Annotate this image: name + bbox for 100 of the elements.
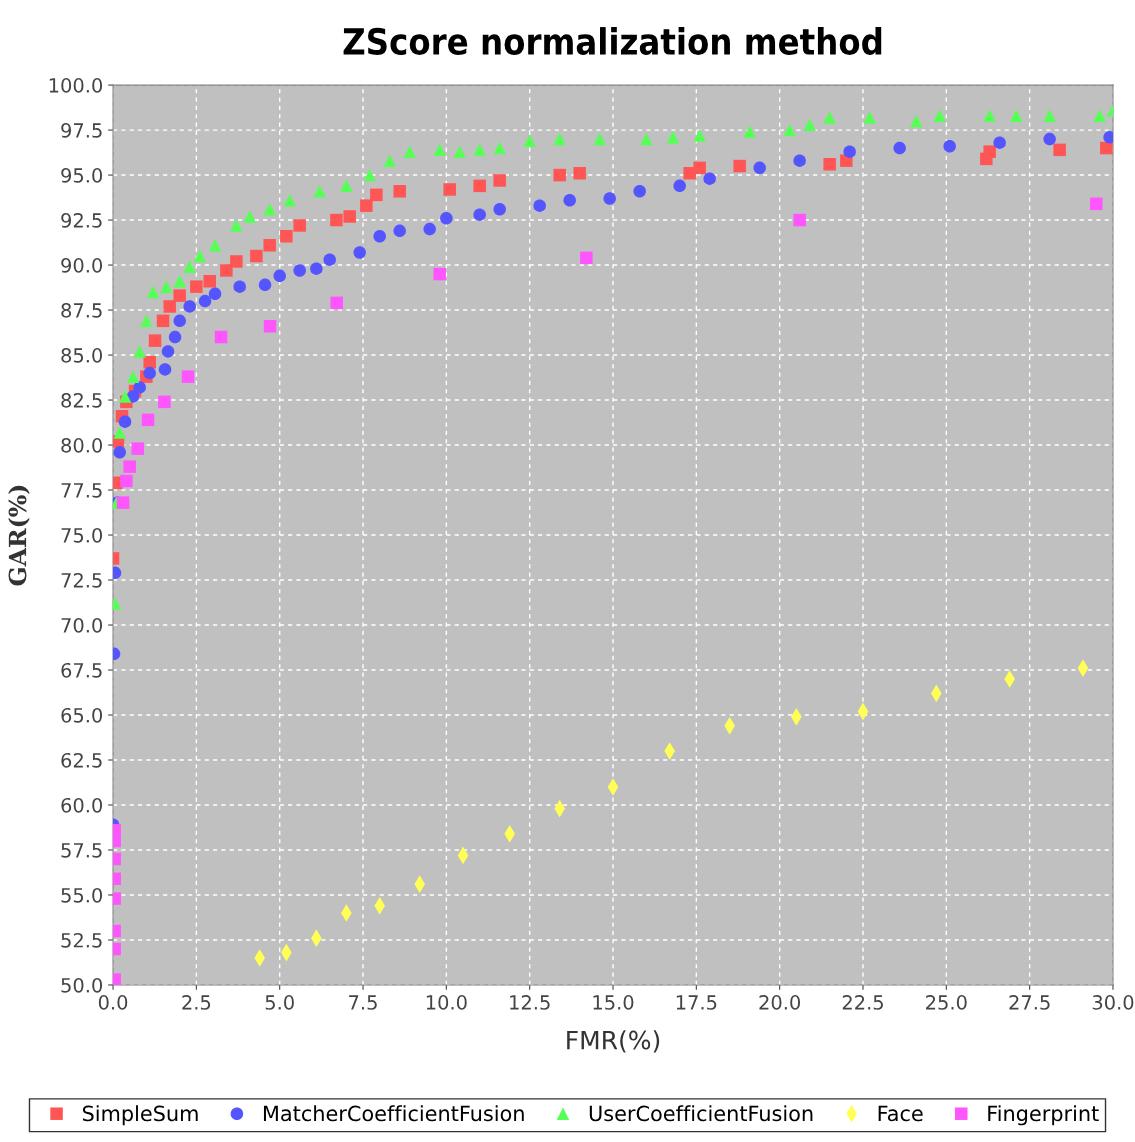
point xyxy=(823,158,836,171)
y-tick-label: 52.5 xyxy=(61,932,102,948)
chart-title: ZScore normalization method xyxy=(343,27,882,56)
point xyxy=(993,136,1006,149)
y-tick-label: 80.0 xyxy=(61,437,103,453)
point xyxy=(133,345,146,358)
point xyxy=(230,219,243,232)
legend-label: UserCoefficientFusion xyxy=(589,1105,813,1122)
point xyxy=(743,125,756,139)
point xyxy=(473,143,486,157)
y-tick-label: 92.5 xyxy=(61,213,102,228)
point xyxy=(603,192,616,205)
point xyxy=(440,212,453,225)
point xyxy=(343,210,356,223)
point xyxy=(703,172,716,185)
point xyxy=(493,141,506,155)
point xyxy=(863,111,876,124)
legend-label: MatcherCoefficientFusion xyxy=(263,1105,524,1122)
point xyxy=(753,161,766,175)
y-axis-title: GAR(%) xyxy=(8,485,30,586)
point xyxy=(113,445,126,459)
y-tick-label: 72.5 xyxy=(61,572,102,588)
point xyxy=(666,131,680,144)
point xyxy=(141,413,155,427)
point xyxy=(233,280,246,293)
point xyxy=(283,194,296,207)
y-tick-label: 70.0 xyxy=(61,617,103,633)
point xyxy=(1010,109,1023,122)
point xyxy=(173,275,186,288)
point xyxy=(140,314,153,328)
point xyxy=(423,222,436,236)
point xyxy=(783,123,796,137)
point xyxy=(353,246,366,259)
point xyxy=(230,255,243,268)
point xyxy=(313,185,326,198)
point xyxy=(373,230,386,243)
y-tick-label: 87.5 xyxy=(61,303,102,318)
point xyxy=(146,285,160,299)
y-tick-label: 97.5 xyxy=(61,123,102,138)
point xyxy=(580,251,593,265)
point xyxy=(943,140,956,153)
point xyxy=(168,330,182,344)
point xyxy=(693,129,706,142)
y-tick-label: 55.0 xyxy=(61,887,103,903)
point xyxy=(310,262,323,275)
point xyxy=(263,203,276,216)
point xyxy=(158,363,172,376)
point xyxy=(983,145,996,158)
x-tick-label: 7.5 xyxy=(349,995,377,1010)
x-tick-label: 0.0 xyxy=(98,995,128,1010)
point xyxy=(910,114,923,128)
point xyxy=(263,320,277,333)
point xyxy=(340,179,353,193)
point xyxy=(123,460,136,473)
point xyxy=(553,132,566,146)
point xyxy=(793,154,806,167)
x-tick-label: 5.0 xyxy=(265,995,294,1010)
point xyxy=(1043,132,1056,146)
point xyxy=(573,167,586,180)
point xyxy=(1090,197,1103,211)
x-tick-label: 30.0 xyxy=(1092,995,1134,1010)
x-tick-label: 2.5 xyxy=(182,995,211,1010)
point xyxy=(633,185,646,198)
point xyxy=(120,474,133,488)
point xyxy=(190,280,203,293)
x-tick-label: 17.5 xyxy=(676,995,717,1010)
point xyxy=(370,188,383,202)
point xyxy=(118,415,132,428)
point xyxy=(673,179,686,193)
point xyxy=(323,253,336,266)
point xyxy=(293,219,306,232)
x-tick-label: 10.0 xyxy=(426,995,467,1010)
point xyxy=(803,118,816,131)
point xyxy=(493,203,506,216)
point xyxy=(250,249,263,263)
point xyxy=(493,174,506,187)
point xyxy=(393,185,406,198)
point xyxy=(126,370,140,383)
point xyxy=(214,330,228,344)
point xyxy=(1093,109,1106,122)
y-tick-label: 85.0 xyxy=(61,348,103,363)
point xyxy=(181,370,195,383)
point xyxy=(733,159,746,173)
point xyxy=(393,224,406,238)
point xyxy=(693,161,706,175)
point xyxy=(933,109,946,122)
point xyxy=(383,154,396,167)
legend-label: SimpleSum xyxy=(82,1105,198,1126)
point xyxy=(893,141,906,155)
y-tick-label: 90.0 xyxy=(61,258,103,273)
point xyxy=(220,264,233,277)
point xyxy=(113,426,126,439)
point xyxy=(1100,141,1113,155)
point xyxy=(593,132,606,146)
point xyxy=(473,179,486,193)
point xyxy=(433,143,446,157)
point xyxy=(1043,109,1056,122)
point xyxy=(116,496,130,509)
y-tick-label: 75.0 xyxy=(61,527,103,543)
point xyxy=(243,210,256,223)
